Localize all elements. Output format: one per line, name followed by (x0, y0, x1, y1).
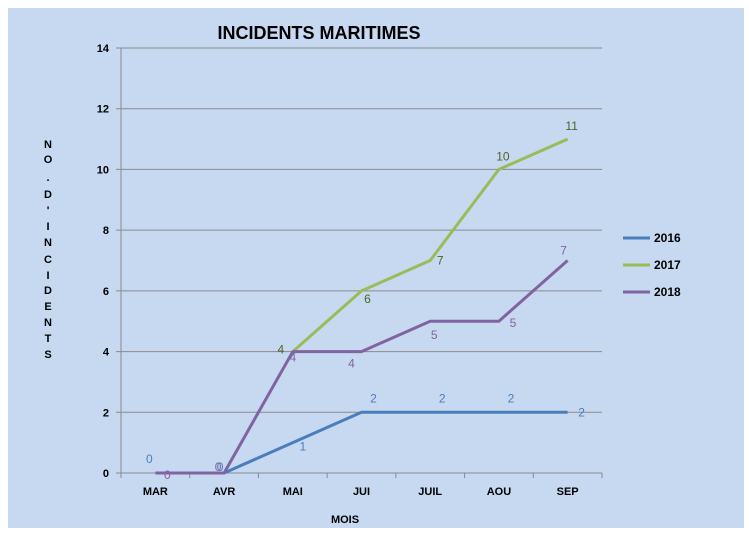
data-label-2016: 2 (439, 391, 446, 405)
y-axis-label-char: I (46, 270, 49, 282)
data-label-2018: 0 (215, 460, 222, 474)
x-tick-label: AVR (213, 486, 235, 498)
y-axis-label-char: C (44, 254, 52, 266)
data-label-2017: 6 (364, 292, 371, 306)
series-line-2017 (291, 137, 569, 353)
y-tick-label: 12 (97, 104, 109, 116)
grid-layer (116, 47, 602, 474)
x-tick-label: MAR (143, 486, 168, 498)
data-label-2017: 10 (496, 149, 510, 163)
data-label-2018: 4 (348, 357, 355, 371)
y-axis-label-char: N (44, 237, 52, 249)
data-label-2018: 5 (510, 316, 517, 330)
data-label-2016: 1 (299, 440, 306, 454)
y-tick-label: 6 (103, 286, 109, 298)
y-axis-label-char: I (46, 221, 49, 233)
series-line-2016 (223, 410, 568, 475)
chart-title: INCIDENTS MARITIMES (217, 23, 420, 43)
y-axis-label-char: ' (47, 205, 50, 217)
x-tick-label: MAI (283, 486, 303, 498)
y-tick-label: 4 (103, 347, 110, 359)
data-label-2018: 4 (289, 351, 296, 365)
x-tick-label: JUI (353, 486, 370, 498)
y-tick-label: 2 (103, 407, 109, 419)
y-tick-label: 0 (103, 468, 109, 480)
data-label-2018: 7 (560, 244, 567, 258)
data-label-2018: 5 (431, 328, 438, 342)
series-layer (155, 137, 569, 475)
data-label-2016: 2 (578, 405, 585, 419)
y-axis-label-char: N (44, 317, 52, 329)
data-label-2017: 11 (565, 119, 578, 133)
y-axis-label-char: S (44, 349, 51, 361)
y-axis-label-char: E (44, 301, 51, 313)
y-axis-label-char: O (44, 154, 53, 166)
x-tick-label: AOU (487, 486, 512, 498)
y-axis-label-char: . (46, 172, 49, 184)
y-axis-label-char: T (45, 333, 52, 345)
x-tick-label: SEP (557, 486, 579, 498)
y-axis-label-char: D (44, 285, 52, 297)
y-tick-label: 14 (97, 43, 110, 55)
data-label-2017: 7 (437, 254, 444, 268)
data-label-2016: 0 (146, 452, 153, 466)
legend-label-2016: 2016 (654, 231, 681, 245)
legend: 2016 2017 2018 (623, 231, 681, 299)
legend-label-2018: 2018 (654, 285, 681, 299)
series-line-2018 (155, 259, 569, 475)
data-label-2016: 2 (508, 391, 515, 405)
legend-label-2017: 2017 (654, 258, 681, 272)
y-axis-label: NO.D'INCIDENTS (44, 139, 53, 361)
x-tick-label: JUIL (418, 486, 442, 498)
y-axis-label-char: D (44, 189, 52, 201)
data-label-2018: 0 (164, 468, 171, 482)
x-axis-label: MOIS (331, 514, 359, 526)
y-tick-label: 10 (97, 164, 109, 176)
y-axis-label-char: N (44, 139, 52, 151)
data-label-2016: 2 (370, 391, 377, 405)
data-label-2017: 4 (277, 343, 284, 357)
data-label-2016: 0 (217, 460, 224, 474)
y-tick-label: 8 (103, 225, 109, 237)
